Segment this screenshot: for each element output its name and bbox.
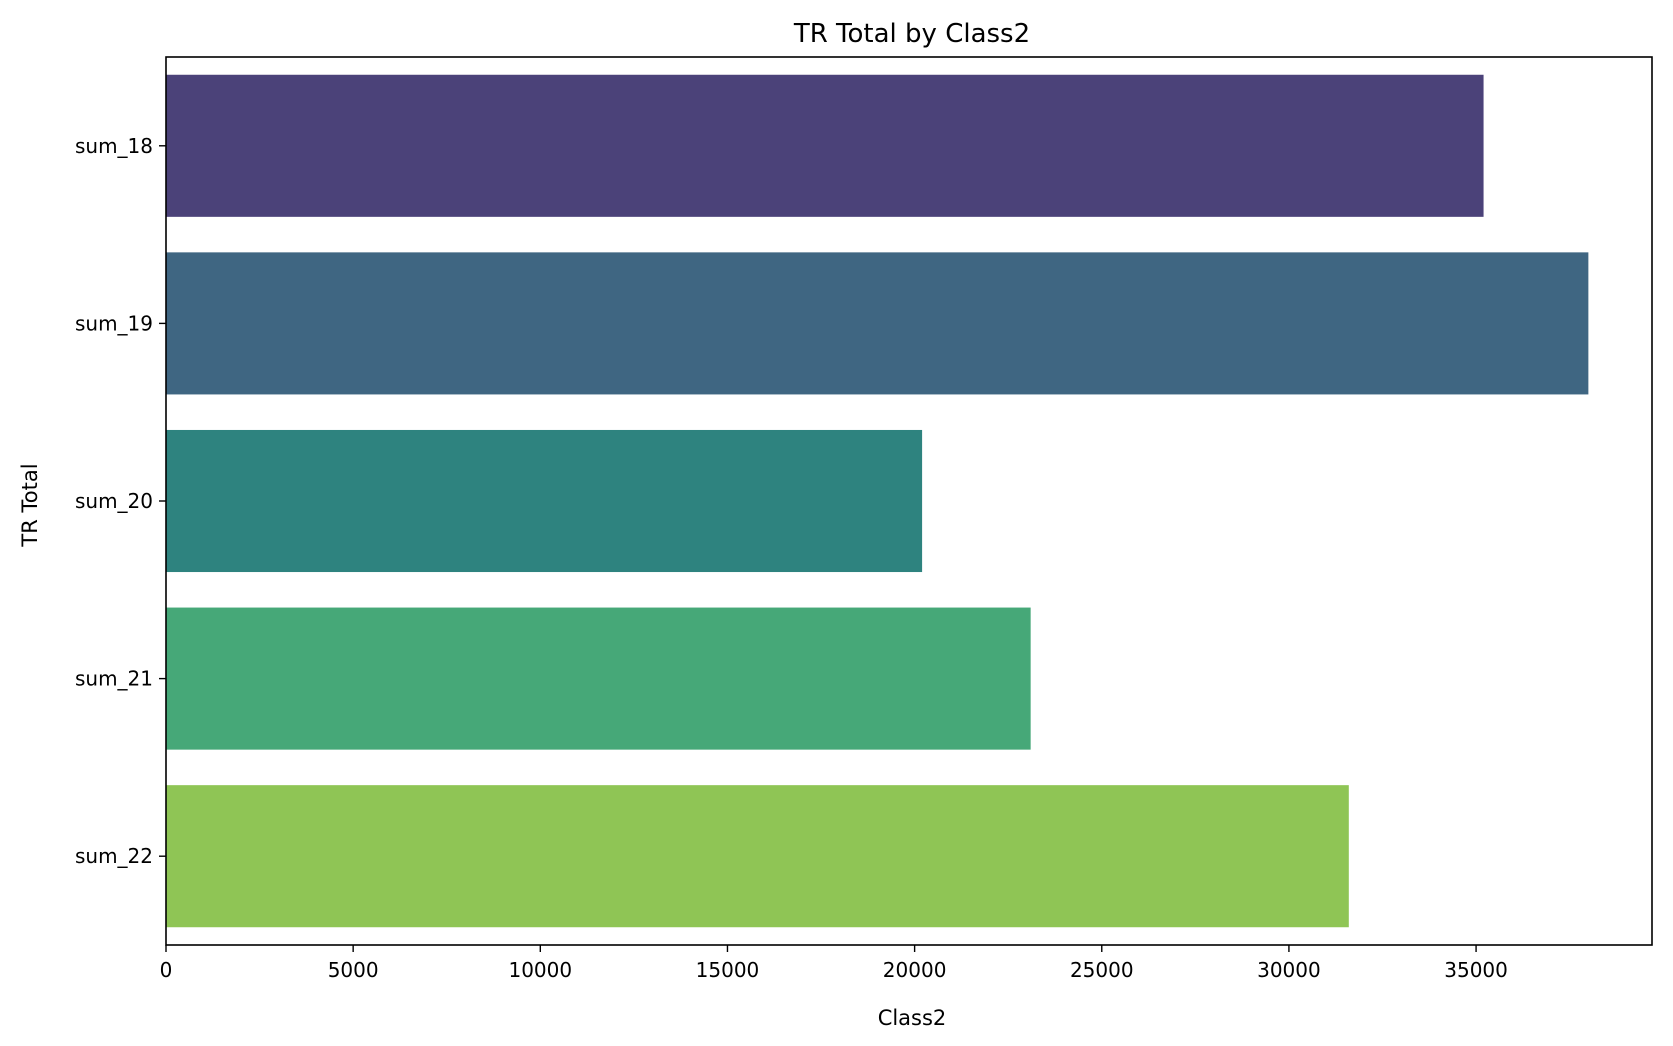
bar-sum-22 [166, 785, 1349, 928]
x-tick-label: 30000 [1257, 958, 1321, 982]
x-tick-label: 15000 [696, 958, 760, 982]
x-tick-label: 25000 [1070, 958, 1134, 982]
x-tick-label: 35000 [1444, 958, 1508, 982]
x-axis-ticks: 0 5000 10000 15000 20000 25000 30000 35000 [160, 945, 1508, 982]
y-axis-ticks: sum_18 sum_19 sum_20 sum_21 sum_22 [75, 134, 166, 868]
y-tick-label: sum_20 [75, 489, 153, 513]
bar-sum-20 [166, 429, 923, 573]
bar-sum-19 [166, 252, 1589, 395]
y-tick-label: sum_22 [75, 844, 153, 868]
x-axis-label: Class2 [878, 1006, 947, 1030]
x-tick-label: 20000 [883, 958, 947, 982]
chart-title: TR Total by Class2 [793, 19, 1030, 49]
x-tick-label: 0 [160, 958, 173, 982]
x-tick-label: 5000 [328, 958, 379, 982]
bar-sum-18 [166, 74, 1484, 217]
plot-frame [165, 56, 1653, 946]
bars-group [166, 74, 1589, 928]
y-tick-label: sum_18 [75, 134, 153, 158]
y-tick-label: sum_21 [75, 667, 153, 691]
bar-sum-21 [166, 607, 1031, 750]
y-tick-label: sum_19 [75, 311, 153, 335]
x-tick-label: 10000 [508, 958, 572, 982]
y-axis-label: TR Total [18, 463, 42, 547]
